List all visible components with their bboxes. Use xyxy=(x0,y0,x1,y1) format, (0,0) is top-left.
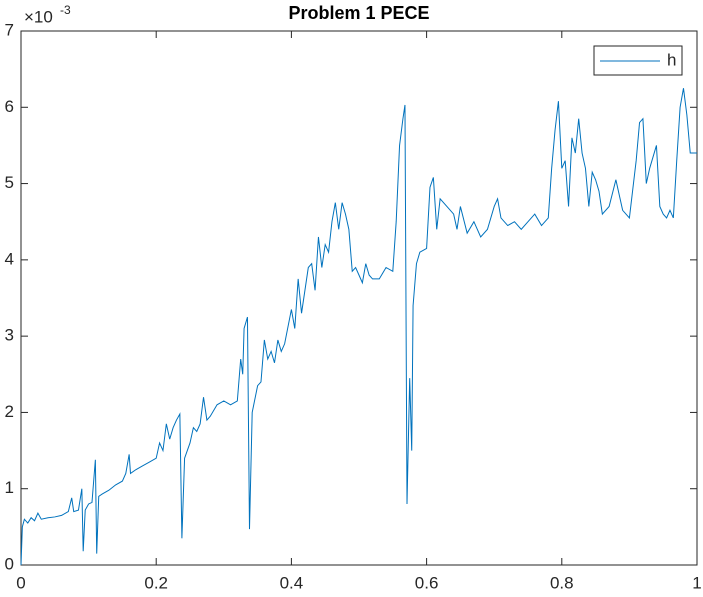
y-exponent: -3 xyxy=(60,3,71,17)
x-tick-label: 0 xyxy=(16,573,25,592)
y-tick-label: 7 xyxy=(5,20,14,39)
y-multiplier: ×10 xyxy=(24,7,53,26)
y-tick-label: 2 xyxy=(5,402,14,421)
legend-label: h xyxy=(667,50,676,69)
y-tick-label: 0 xyxy=(5,554,14,573)
x-tick-label: 0.6 xyxy=(415,573,439,592)
x-tick-label: 0.8 xyxy=(550,573,574,592)
y-tick-label: 5 xyxy=(5,173,14,192)
y-tick-label: 3 xyxy=(5,326,14,345)
x-tick-label: 0.4 xyxy=(280,573,304,592)
y-tick-label: 6 xyxy=(5,97,14,116)
x-tick-label: 1 xyxy=(692,573,701,592)
y-tick-label: 1 xyxy=(5,478,14,497)
plot-area xyxy=(20,30,698,566)
chart-title: Problem 1 PECE xyxy=(288,3,429,23)
x-tick-label: 0.2 xyxy=(144,573,168,592)
line-series xyxy=(20,88,697,566)
y-tick-label: 4 xyxy=(5,249,14,268)
